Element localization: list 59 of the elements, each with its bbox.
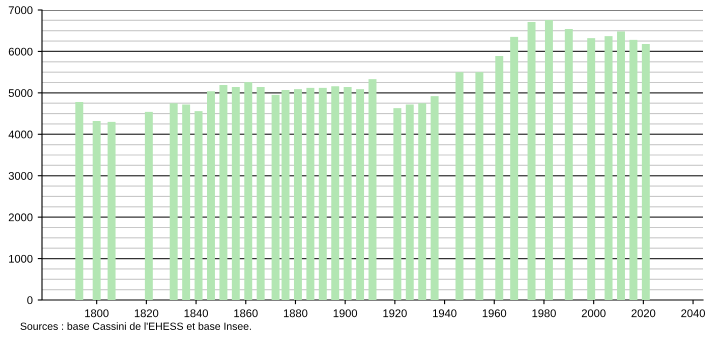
- x-tick-label: 1800: [85, 309, 109, 318]
- y-tick-label: 0: [27, 296, 33, 304]
- x-tick-label: 1860: [234, 309, 258, 318]
- bar: [282, 90, 290, 300]
- bar: [495, 56, 504, 300]
- y-tick-label: 5000: [8, 89, 33, 97]
- bar: [356, 89, 364, 300]
- bar: [232, 87, 240, 300]
- bar: [528, 22, 536, 300]
- bar: [219, 84, 228, 300]
- x-tick-label: 1920: [383, 309, 407, 318]
- bar: [194, 111, 203, 300]
- bar: [510, 36, 518, 300]
- x-tick-label: 2000: [582, 309, 606, 318]
- bar: [75, 102, 84, 300]
- bar: [544, 20, 553, 300]
- bar: [272, 94, 280, 300]
- bar: [604, 36, 613, 300]
- bar: [144, 112, 153, 300]
- bar: [108, 122, 116, 300]
- y-tick-label: 7000: [8, 6, 33, 14]
- bar: [406, 104, 414, 300]
- bar: [617, 32, 625, 300]
- bar: [430, 96, 439, 300]
- y-tick-label: 6000: [8, 48, 33, 56]
- bar: [182, 104, 190, 300]
- bar: [344, 87, 352, 300]
- x-tick-label: 1960: [482, 309, 506, 318]
- bar: [368, 79, 376, 300]
- bar: [207, 91, 215, 300]
- bar: [318, 88, 327, 300]
- bar: [564, 29, 573, 300]
- bar: [475, 72, 484, 300]
- x-tick-label: 1840: [184, 309, 208, 318]
- x-tick-label: 1980: [532, 309, 556, 318]
- bar: [92, 121, 101, 300]
- bar: [418, 103, 426, 300]
- bar: [294, 89, 302, 300]
- bar: [642, 44, 650, 300]
- y-tick-label: 4000: [8, 130, 33, 138]
- bar: [629, 40, 638, 300]
- y-tick-label: 1000: [9, 254, 33, 263]
- y-tick-label: 2000: [8, 213, 33, 222]
- bar: [306, 88, 314, 300]
- bar: [393, 108, 402, 300]
- x-tick-label: 2040: [681, 309, 705, 318]
- source-note: Sources : base Cassini de l'EHESS et base Insee.: [20, 322, 251, 330]
- bar: [456, 72, 464, 300]
- bar: [587, 38, 596, 300]
- bar: [256, 87, 265, 300]
- x-tick-label: 1820: [134, 309, 158, 318]
- y-tick-label: 3000: [8, 172, 33, 180]
- x-tick-label: 2020: [632, 309, 656, 318]
- bar: [244, 82, 252, 300]
- x-tick-label: 1940: [433, 309, 456, 318]
- bar: [331, 86, 340, 300]
- x-tick-label: 1880: [284, 309, 308, 318]
- bar: [170, 103, 178, 300]
- x-tick-label: 1900: [334, 309, 358, 318]
